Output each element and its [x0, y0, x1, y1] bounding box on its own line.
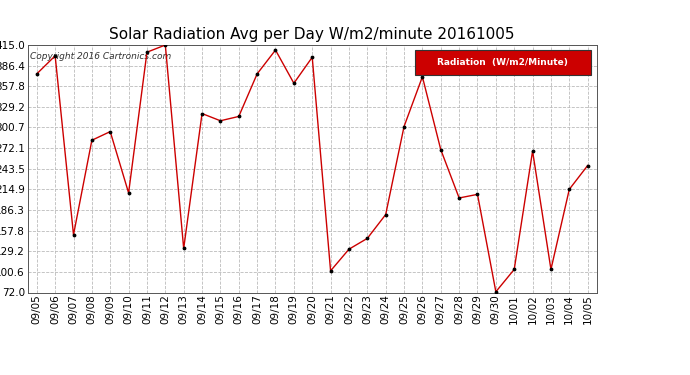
- Title: Solar Radiation Avg per Day W/m2/minute 20161005: Solar Radiation Avg per Day W/m2/minute …: [110, 27, 515, 42]
- Text: Radiation  (W/m2/Minute): Radiation (W/m2/Minute): [437, 58, 569, 67]
- FancyBboxPatch shape: [415, 50, 591, 75]
- Text: Copyright 2016 Cartronics.com: Copyright 2016 Cartronics.com: [30, 53, 172, 62]
